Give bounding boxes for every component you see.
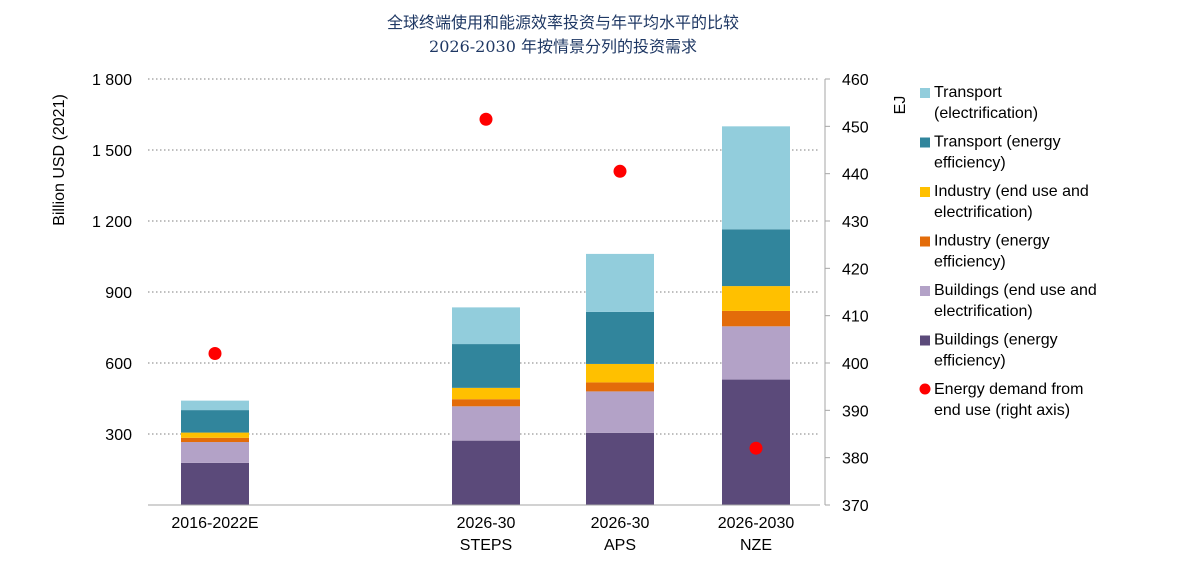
legend-label: (electrification) (934, 105, 1038, 122)
demand-point (613, 164, 627, 178)
legend: Transport (electrification) Transport (ene… (919, 84, 1097, 419)
bar-segment (181, 462, 249, 505)
category-label: 2016-2022E (171, 515, 258, 532)
demand-point (479, 112, 493, 126)
y2-tick-label: 440 (842, 167, 869, 184)
bar-segment (181, 437, 249, 443)
axes (148, 79, 826, 506)
category-labels: 2016-2022E 2026-30 STEPS 2026-30 APS 2026-203… (171, 515, 794, 554)
category-label: 2026-30 (591, 515, 650, 532)
chart-title: 全球终端使用和能源效率投资与年平均水平的比较 (387, 13, 739, 32)
y2-tick-label: 400 (842, 356, 869, 373)
y2-tick-label: 460 (842, 72, 869, 89)
gridlines (148, 78, 820, 435)
y-tick-label: 900 (105, 285, 132, 302)
category-label: APS (604, 537, 636, 554)
right-axis-title: EJ (892, 96, 909, 115)
category-label: 2026-2030 (718, 515, 795, 532)
legend-label: Industry (end use and (934, 183, 1089, 200)
y-tick-label: 1 500 (92, 143, 132, 160)
legend-swatch (920, 88, 930, 98)
legend-label: electrification) (934, 303, 1033, 320)
y2-tick-label: 430 (842, 214, 869, 231)
legend-label: electrification) (934, 204, 1033, 221)
left-axis-ticks: 300 600 900 1 200 1 500 1 800 (92, 72, 132, 444)
y-tick-label: 300 (105, 427, 132, 444)
bar-segment (586, 391, 654, 433)
legend-swatch (920, 236, 930, 247)
y2-tick-label: 420 (842, 261, 869, 278)
bar-segment (722, 310, 790, 327)
bar-segment (586, 253, 654, 312)
bar-segment (722, 126, 790, 230)
legend-label: Transport (934, 84, 1002, 101)
category-label: STEPS (460, 537, 512, 554)
legend-label: efficiency) (934, 155, 1006, 172)
demand-point (749, 441, 763, 455)
y-tick-label: 600 (105, 356, 132, 373)
bar-segment (452, 344, 520, 388)
bar-segment (452, 387, 520, 400)
legend-label: end use (right axis) (934, 402, 1070, 419)
legend-label: Buildings (energy (934, 332, 1058, 349)
bar-segment (722, 326, 790, 380)
left-axis-title: Billion USD (2021) (51, 94, 68, 226)
bar-segment (452, 307, 520, 345)
y2-tick-label: 410 (842, 309, 869, 326)
bar-segment (452, 440, 520, 505)
y2-tick-label: 380 (842, 451, 869, 468)
bar-segment (586, 311, 654, 364)
legend-swatch (920, 187, 930, 197)
y-tick-label: 1 200 (92, 214, 132, 231)
legend-label: Transport (energy (934, 134, 1061, 151)
right-axis-ticks: 370 380 390 400 410 420 430 440 450 460 (825, 72, 869, 515)
bar-segment (452, 406, 520, 441)
category-label: NZE (740, 537, 772, 554)
y-tick-label: 1 800 (92, 72, 132, 89)
bar-segment (586, 382, 654, 392)
bar-segment (586, 363, 654, 383)
bars (181, 126, 790, 505)
legend-swatch (920, 335, 930, 346)
bar-segment (722, 286, 790, 311)
y2-tick-label: 390 (842, 403, 869, 420)
chart-subtitle: 2026-2030 年按情景分列的投资需求 (429, 37, 697, 56)
legend-swatch (920, 137, 930, 148)
bar-segment (181, 432, 249, 438)
legend-dot (919, 383, 931, 395)
legend-label: Buildings (end use and (934, 282, 1097, 299)
bar-segment (722, 229, 790, 287)
legend-label: Industry (energy (934, 233, 1050, 250)
y2-tick-label: 450 (842, 119, 869, 136)
legend-label: efficiency) (934, 353, 1006, 370)
legend-label: efficiency) (934, 254, 1006, 271)
bar-segment (181, 400, 249, 411)
bar-segment (586, 432, 654, 505)
bar-segment (452, 399, 520, 407)
legend-swatch (920, 286, 930, 296)
demand-point (208, 347, 222, 361)
bar-segment (181, 442, 249, 463)
legend-label: Energy demand from (934, 381, 1083, 398)
bar-segment (181, 410, 249, 433)
category-label: 2026-30 (457, 515, 516, 532)
demand-points (208, 112, 763, 455)
y2-tick-label: 370 (842, 498, 869, 515)
